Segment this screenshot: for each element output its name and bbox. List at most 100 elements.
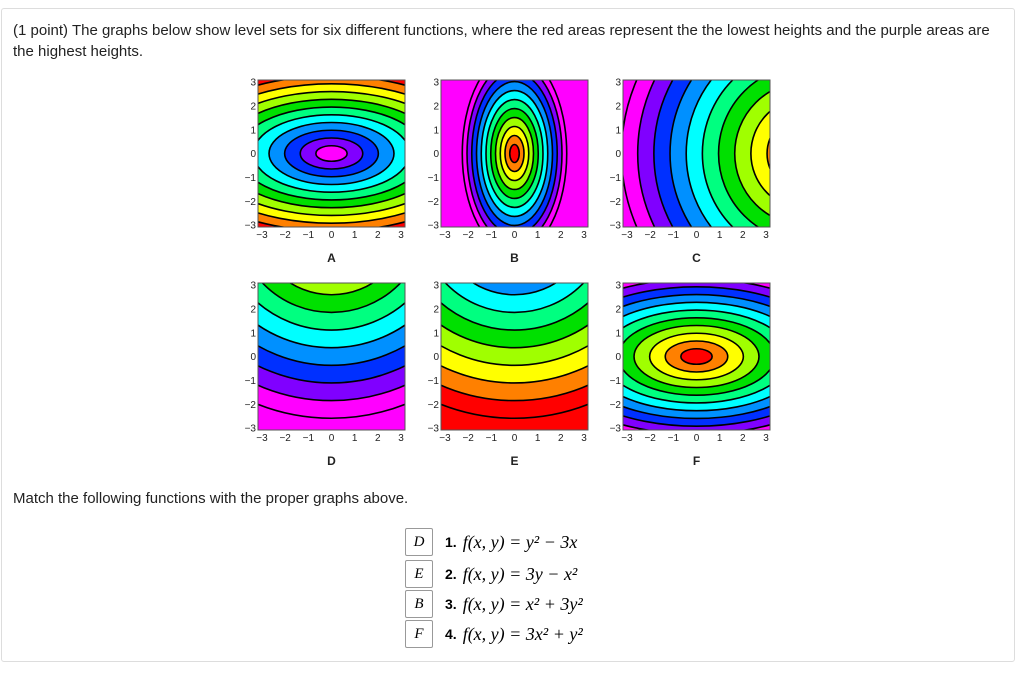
answer-box[interactable]: E [405, 560, 433, 588]
level-band [750, 110, 770, 197]
contour-plot [258, 283, 405, 430]
y-tick-label: 0 [433, 149, 439, 160]
y-tick-label: 2 [615, 304, 621, 315]
y-tick-label: 2 [433, 101, 439, 112]
x-tick-label: 1 [717, 230, 723, 241]
x-tick-label: −3 [256, 230, 268, 241]
x-tick-label: −3 [439, 433, 451, 444]
match-row: E 2. f(x, y) = 3y − x² [405, 560, 577, 588]
level-band [680, 347, 713, 366]
y-tick-label: −2 [245, 197, 257, 208]
x-tick-label: 1 [352, 433, 358, 444]
y-tick-label: −2 [610, 400, 622, 411]
instruction: Match the following functions with the p… [13, 490, 409, 507]
y-tick-label: −1 [245, 376, 257, 387]
y-tick-label: −2 [428, 400, 440, 411]
x-tick-label: −2 [279, 433, 291, 444]
match-row: F 4. f(x, y) = 3x² + y² [405, 620, 583, 648]
contour-plot [258, 80, 405, 227]
x-tick-label: 0 [329, 230, 335, 241]
x-tick-label: 3 [398, 230, 404, 241]
x-tick-label: −1 [668, 230, 680, 241]
contour-plot [623, 283, 770, 430]
item-number: 1. [445, 534, 457, 550]
answer-box[interactable]: B [405, 590, 433, 618]
y-tick-label: 3 [433, 78, 439, 89]
contour-plot [441, 283, 588, 430]
level-band [783, 130, 830, 177]
y-tick-label: 0 [615, 149, 621, 160]
y-tick-label: 1 [433, 125, 439, 136]
y-tick-label: 0 [615, 352, 621, 363]
x-tick-label: −3 [621, 433, 633, 444]
y-tick-label: −3 [610, 221, 622, 232]
x-tick-label: 0 [694, 230, 700, 241]
match-row: D 1. f(x, y) = y² − 3x [405, 528, 577, 556]
y-tick-label: −3 [245, 424, 257, 435]
y-tick-label: −1 [428, 173, 440, 184]
level-band [261, 283, 402, 314]
y-tick-label: 0 [433, 352, 439, 363]
x-tick-label: 1 [535, 433, 541, 444]
x-tick-label: −2 [462, 433, 474, 444]
y-tick-label: −1 [245, 173, 257, 184]
level-band [444, 283, 585, 314]
y-tick-label: 1 [250, 125, 256, 136]
level-band [471, 283, 558, 296]
match-row: B 3. f(x, y) = x² + 3y² [405, 590, 583, 618]
x-tick-label: 3 [763, 433, 769, 444]
y-tick-label: 0 [250, 149, 256, 160]
plot-label: E [510, 454, 518, 468]
item-number: 3. [445, 596, 457, 612]
plot-frame [257, 79, 406, 228]
plot-label: A [327, 251, 336, 265]
y-tick-label: 2 [615, 101, 621, 112]
x-tick-label: 0 [694, 433, 700, 444]
level-band [315, 144, 348, 163]
y-tick-label: 3 [250, 281, 256, 292]
x-tick-label: 2 [375, 433, 381, 444]
x-tick-label: 3 [763, 230, 769, 241]
x-tick-label: −1 [303, 230, 315, 241]
x-tick-label: 1 [717, 433, 723, 444]
x-tick-label: −1 [486, 230, 498, 241]
y-tick-label: 1 [250, 328, 256, 339]
plot-frame [622, 282, 771, 431]
y-tick-label: −1 [610, 376, 622, 387]
x-tick-label: 2 [740, 230, 746, 241]
x-tick-label: −2 [644, 433, 656, 444]
x-tick-label: −3 [621, 230, 633, 241]
x-tick-label: 2 [375, 230, 381, 241]
y-tick-label: 1 [433, 328, 439, 339]
y-tick-label: −3 [610, 424, 622, 435]
x-tick-label: 0 [512, 230, 518, 241]
formula: f(x, y) = x² + 3y² [462, 593, 583, 614]
x-tick-label: 0 [329, 433, 335, 444]
level-band [288, 283, 375, 296]
plot-frame [440, 79, 589, 228]
x-tick-label: −1 [668, 433, 680, 444]
y-tick-label: 1 [615, 328, 621, 339]
y-tick-label: 2 [250, 304, 256, 315]
x-tick-label: 0 [512, 433, 518, 444]
x-tick-label: 3 [398, 433, 404, 444]
x-tick-label: 1 [352, 230, 358, 241]
answer-box[interactable]: D [405, 528, 433, 556]
x-tick-label: 2 [558, 230, 564, 241]
plot-frame [257, 282, 406, 431]
x-tick-label: −2 [462, 230, 474, 241]
contour-plot [623, 80, 830, 227]
x-tick-label: 1 [535, 230, 541, 241]
level-band [508, 143, 521, 164]
item-number: 2. [445, 566, 457, 582]
plot-label: D [327, 454, 336, 468]
y-tick-label: −3 [428, 424, 440, 435]
x-tick-label: −3 [256, 433, 268, 444]
formula: f(x, y) = y² − 3x [462, 531, 578, 552]
y-tick-label: 3 [250, 78, 256, 89]
y-tick-label: −1 [428, 376, 440, 387]
x-tick-label: −2 [644, 230, 656, 241]
answer-box[interactable]: F [405, 620, 433, 648]
y-tick-label: −3 [428, 221, 440, 232]
